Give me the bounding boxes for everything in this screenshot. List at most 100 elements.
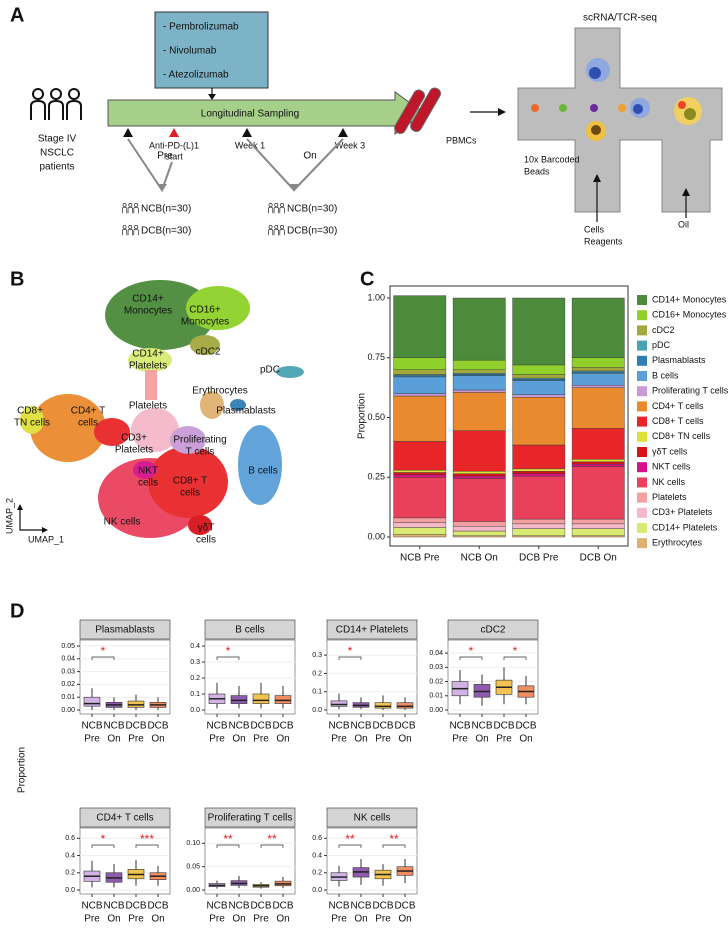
bar-segment <box>452 392 506 431</box>
x-tick-label: Pre <box>496 734 512 745</box>
legend-label: Platelets <box>652 492 687 502</box>
significance-bracket <box>216 844 240 848</box>
y-tick-label: 0.0 <box>312 707 322 714</box>
cluster-label: γδT <box>198 523 215 534</box>
facet-title: Plasmablasts <box>95 625 154 636</box>
legend-label: pDC <box>652 340 671 350</box>
cluster-label: CD16+ <box>189 305 221 316</box>
bar-segment <box>512 468 566 472</box>
x-tick-label: DCB <box>272 901 293 912</box>
y-tick-label: 0.00 <box>61 707 75 714</box>
cells: Cells <box>584 224 605 234</box>
cluster <box>230 399 246 411</box>
bar-segment <box>393 522 447 528</box>
cluster <box>200 391 224 419</box>
tube <box>410 87 441 132</box>
legend-label: cDC2 <box>652 325 675 335</box>
bar-segment <box>571 357 625 368</box>
x-tick-label: DCB <box>515 721 536 732</box>
y-tick-label: 0.01 <box>429 693 443 700</box>
bar-segment <box>571 461 625 465</box>
bar-segment <box>512 444 566 470</box>
x-tick-label: On <box>232 914 245 925</box>
arrow-head <box>17 504 23 510</box>
x-tick-label: DCB <box>372 721 393 732</box>
group: NCB(n=30) <box>141 204 191 215</box>
x-tick-label: DCB <box>372 901 393 912</box>
y-tick-label: 0.2 <box>312 670 322 677</box>
bar-segment <box>512 523 566 529</box>
bar-segment <box>512 518 566 525</box>
facet-header <box>204 807 296 828</box>
x-tick-label: On <box>519 734 532 745</box>
arrow-head <box>157 184 167 192</box>
cluster <box>128 348 172 372</box>
y-tick-label: 0.02 <box>61 681 75 688</box>
time-marker <box>338 128 348 137</box>
bar-segment <box>571 387 625 429</box>
significance-label: ** <box>345 832 355 846</box>
y-axis-label: Proportion <box>17 747 28 793</box>
microfluidic-chip <box>517 27 723 213</box>
arrow-head <box>42 527 48 533</box>
group: DCB(n=30) <box>287 226 337 237</box>
bar-segment <box>393 376 447 394</box>
x-tick-label: NCB <box>328 721 349 732</box>
significance-bracket <box>382 844 406 848</box>
y-axis-label: Proportion <box>357 393 368 439</box>
beads: Beads <box>524 166 550 176</box>
facet-title: CD14+ Platelets <box>336 625 409 636</box>
facet-header <box>204 619 296 640</box>
cluster <box>145 370 157 400</box>
x-tick-label: On <box>475 734 488 745</box>
cluster-label: cells <box>196 535 216 546</box>
y-tick-label: 0.6 <box>312 835 322 842</box>
x-tick-label: Pre <box>128 734 144 745</box>
cluster <box>131 408 179 452</box>
y-tick-label: 0.25 <box>367 472 385 482</box>
bar-segment <box>512 528 566 537</box>
plot-frame <box>326 827 418 895</box>
bar-segment <box>452 521 506 527</box>
time-marker <box>242 128 252 137</box>
facet-header <box>447 619 539 640</box>
patients: patients <box>39 162 74 173</box>
legend-label: CD14+ Platelets <box>652 522 718 532</box>
cluster-label: Monocytes <box>181 317 229 328</box>
legend-label: B cells <box>652 370 679 380</box>
legend-swatch <box>637 371 647 381</box>
significance-label: * <box>101 644 106 658</box>
cluster <box>186 286 250 330</box>
bar-segment <box>393 393 447 397</box>
group-icon <box>268 203 285 214</box>
drug: - Atezolizumab <box>163 70 229 81</box>
box <box>374 702 392 709</box>
x-tick-label: NCB <box>103 721 124 732</box>
significance-label: ** <box>267 832 277 846</box>
x-tick-label: Pre <box>331 734 347 745</box>
x-tick-label: On <box>398 734 411 745</box>
panel-label: C <box>360 268 374 290</box>
arrow-head <box>289 184 299 192</box>
bar-segment <box>393 527 447 535</box>
cluster <box>133 461 157 479</box>
x-tick-label: NCB <box>328 901 349 912</box>
x-tick-label: On <box>151 914 164 925</box>
y-tick-label: 0.2 <box>312 870 322 877</box>
y-tick-label: 0.00 <box>186 887 200 894</box>
y-tick-label: 0.0 <box>65 887 75 894</box>
cell <box>591 125 601 135</box>
y-tick-label: 0.3 <box>312 652 322 659</box>
significance-label: ** <box>389 832 399 846</box>
x-tick-label: NCB Pre <box>400 553 440 564</box>
significance-bracket <box>216 656 240 660</box>
cluster-label: CD8+ <box>17 406 43 417</box>
panel-label: B <box>10 268 24 290</box>
bar-segment <box>512 374 566 379</box>
timepoint: start <box>165 151 183 161</box>
patients-icon <box>30 88 82 121</box>
time-marker <box>123 128 133 137</box>
x-tick-label: DCB <box>493 721 514 732</box>
y-tick-label: 0.00 <box>367 531 385 541</box>
legend-label: CD14+ Monocytes <box>652 294 727 304</box>
